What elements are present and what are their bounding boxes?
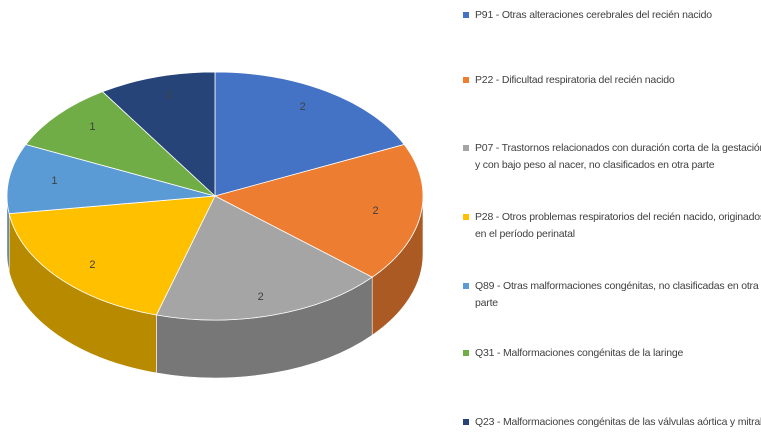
data-label: 2 (373, 205, 379, 217)
legend-swatch (463, 77, 469, 83)
legend-label: P22 - Dificultad respiratoria del recién… (475, 74, 675, 86)
labels: 2 2 2 2 1 1 1 (51, 89, 378, 303)
pie-tops (6, 71, 424, 321)
legend-entry: P28 - Otros problemas respiratorios del … (463, 209, 761, 243)
legend-label: P91 - Otras alteraciones cerebrales del … (475, 9, 712, 21)
legend-swatch (463, 214, 469, 220)
data-label: 2 (258, 291, 264, 303)
legend-entry: Q23 - Malformaciones congénitas de las v… (463, 414, 761, 431)
pie-slice (213, 144, 424, 278)
legend-entry: Q89 - Otras malformaciones congénitas, n… (463, 278, 761, 312)
legend-entry: P07 - Trastornos relacionados con duraci… (463, 140, 761, 174)
data-label: 1 (166, 89, 172, 101)
legend-entry: Q31 - Malformaciones congénitas de la la… (463, 345, 761, 362)
legend-label: P28 - Otros problemas respiratorios del … (475, 211, 761, 240)
pie-slice (8, 195, 216, 316)
pie-slice (101, 71, 216, 197)
legend-label: Q31 - Malformaciones congénitas de la la… (475, 347, 684, 359)
data-label: 2 (300, 101, 306, 113)
legend-entry: P22 - Dificultad respiratoria del recién… (463, 72, 761, 89)
legend-swatch (463, 145, 469, 151)
legend-label: Q23 - Malformaciones congénitas de las v… (475, 416, 761, 428)
legend-swatch (463, 12, 469, 18)
legend-label: Q89 - Otras malformaciones congénitas, n… (475, 280, 759, 309)
legend-swatch (463, 350, 469, 356)
pie-slice (6, 144, 216, 215)
legend-swatch (463, 419, 469, 425)
data-label: 1 (89, 121, 95, 133)
pie-slice (155, 195, 373, 321)
pie-slice (214, 71, 405, 197)
legend-label: P07 - Trastornos relacionados con duraci… (475, 142, 761, 171)
legend-swatch (463, 283, 469, 289)
legend-entry: P91 - Otras alteraciones cerebrales del … (463, 7, 761, 24)
data-label: 1 (51, 175, 57, 187)
pie-slice (25, 91, 216, 197)
data-label: 2 (89, 259, 95, 271)
